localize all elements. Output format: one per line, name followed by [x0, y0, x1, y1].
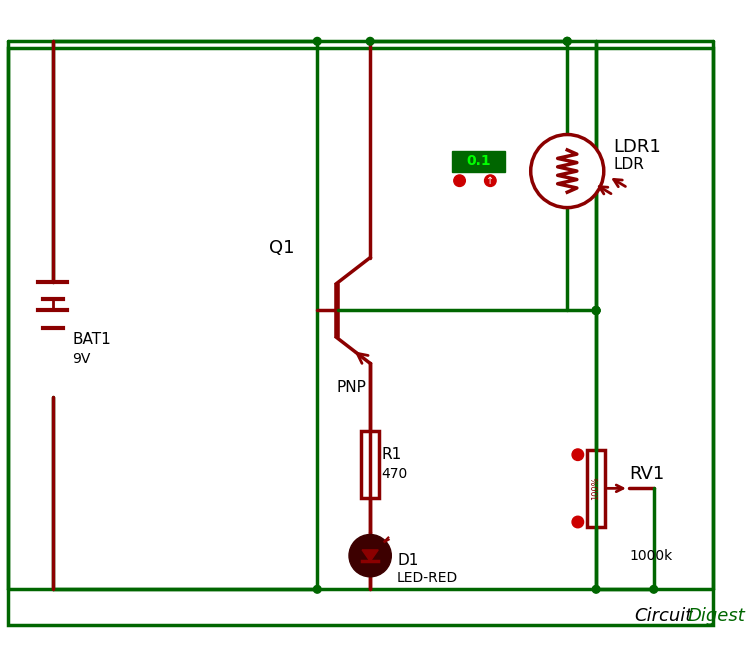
Text: Q1: Q1	[269, 239, 295, 257]
Text: LED-RED: LED-RED	[397, 571, 458, 585]
Circle shape	[592, 306, 600, 314]
Circle shape	[531, 135, 604, 208]
Text: R1: R1	[382, 447, 402, 462]
Text: 9V: 9V	[72, 352, 91, 366]
Circle shape	[592, 306, 600, 314]
Circle shape	[349, 535, 392, 577]
Circle shape	[366, 37, 374, 45]
Circle shape	[592, 306, 600, 314]
Text: LDR1: LDR1	[614, 138, 662, 156]
Text: RV1: RV1	[630, 465, 665, 483]
Text: Digest: Digest	[688, 607, 746, 625]
Circle shape	[314, 37, 321, 45]
Text: 0.1: 0.1	[466, 154, 490, 168]
Text: BAT1: BAT1	[72, 332, 111, 347]
Text: Circuit: Circuit	[634, 607, 693, 625]
Circle shape	[563, 37, 571, 45]
Text: LDR: LDR	[614, 157, 644, 172]
Circle shape	[314, 586, 321, 593]
Text: ↑: ↑	[486, 175, 494, 186]
Text: 470: 470	[382, 467, 408, 481]
Text: 1000k: 1000k	[630, 549, 673, 562]
Circle shape	[484, 175, 496, 186]
Circle shape	[563, 37, 571, 45]
Bar	[587, 450, 604, 527]
Text: PNP: PNP	[337, 380, 367, 395]
Circle shape	[572, 516, 584, 528]
Circle shape	[572, 449, 584, 461]
Bar	[362, 431, 379, 498]
Circle shape	[592, 586, 600, 593]
Polygon shape	[362, 550, 378, 561]
Text: D1: D1	[397, 553, 418, 568]
Text: 100%: 100%	[592, 477, 601, 501]
Circle shape	[454, 175, 465, 186]
Bar	[452, 151, 505, 172]
Circle shape	[650, 586, 658, 593]
